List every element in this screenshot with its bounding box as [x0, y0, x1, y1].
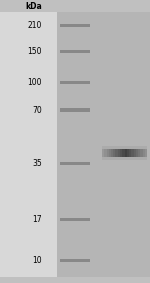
FancyBboxPatch shape [102, 146, 104, 160]
FancyBboxPatch shape [102, 149, 104, 157]
Text: 35: 35 [32, 159, 42, 168]
FancyBboxPatch shape [136, 149, 138, 157]
FancyBboxPatch shape [116, 149, 118, 157]
FancyBboxPatch shape [60, 162, 90, 165]
Text: 70: 70 [32, 106, 42, 115]
FancyBboxPatch shape [60, 259, 90, 262]
FancyBboxPatch shape [145, 146, 147, 160]
Text: 17: 17 [32, 215, 42, 224]
FancyBboxPatch shape [116, 146, 118, 160]
FancyBboxPatch shape [113, 149, 116, 157]
FancyBboxPatch shape [127, 149, 129, 157]
Text: 150: 150 [27, 47, 42, 56]
FancyBboxPatch shape [111, 146, 113, 160]
Text: 210: 210 [28, 21, 42, 30]
FancyBboxPatch shape [104, 149, 106, 157]
FancyBboxPatch shape [104, 146, 106, 160]
FancyBboxPatch shape [138, 149, 140, 157]
FancyBboxPatch shape [120, 149, 122, 157]
FancyBboxPatch shape [124, 146, 127, 160]
FancyBboxPatch shape [138, 146, 140, 160]
FancyBboxPatch shape [142, 146, 145, 160]
FancyBboxPatch shape [109, 149, 111, 157]
FancyBboxPatch shape [134, 146, 136, 160]
FancyBboxPatch shape [122, 149, 124, 157]
FancyBboxPatch shape [113, 146, 116, 160]
FancyBboxPatch shape [60, 81, 90, 84]
FancyBboxPatch shape [136, 146, 138, 160]
FancyBboxPatch shape [60, 24, 90, 27]
Text: kDa: kDa [25, 1, 42, 10]
FancyBboxPatch shape [120, 146, 122, 160]
FancyBboxPatch shape [118, 146, 120, 160]
FancyBboxPatch shape [131, 149, 134, 157]
FancyBboxPatch shape [142, 149, 145, 157]
FancyBboxPatch shape [124, 149, 127, 157]
FancyBboxPatch shape [109, 146, 111, 160]
FancyBboxPatch shape [134, 149, 136, 157]
Text: 100: 100 [27, 78, 42, 87]
FancyBboxPatch shape [57, 12, 150, 277]
FancyBboxPatch shape [0, 12, 57, 277]
FancyBboxPatch shape [129, 149, 131, 157]
FancyBboxPatch shape [60, 108, 90, 112]
FancyBboxPatch shape [127, 146, 129, 160]
FancyBboxPatch shape [145, 149, 147, 157]
FancyBboxPatch shape [131, 146, 134, 160]
FancyBboxPatch shape [140, 146, 142, 160]
FancyBboxPatch shape [106, 146, 109, 160]
FancyBboxPatch shape [122, 146, 124, 160]
Text: 10: 10 [32, 256, 42, 265]
FancyBboxPatch shape [118, 149, 120, 157]
FancyBboxPatch shape [60, 50, 90, 53]
FancyBboxPatch shape [60, 218, 90, 221]
FancyBboxPatch shape [140, 149, 142, 157]
FancyBboxPatch shape [106, 149, 109, 157]
FancyBboxPatch shape [129, 146, 131, 160]
FancyBboxPatch shape [111, 149, 113, 157]
